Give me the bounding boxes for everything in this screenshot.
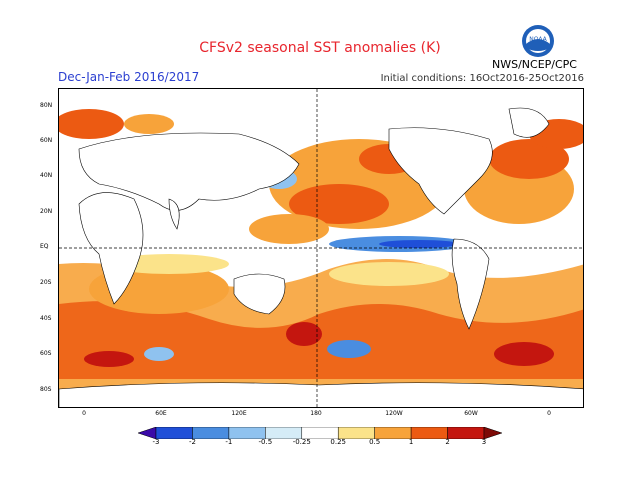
lon-label: 0	[82, 410, 86, 417]
lat-label: 80S	[40, 386, 52, 393]
colorbar-tick-label: 3	[481, 438, 487, 446]
sst-field	[59, 89, 583, 407]
colorbar-tick-label: 0.5	[369, 438, 381, 446]
lat-label: 20N	[40, 208, 53, 215]
lat-label: 60N	[40, 137, 53, 144]
lat-label: 80N	[40, 102, 53, 109]
lon-label: 0	[547, 410, 551, 417]
initial-conditions: Initial conditions: 16Oct2016-25Oct2016	[380, 73, 584, 84]
colorbar-tick-label: -1	[225, 438, 233, 446]
sst-anomaly-map	[58, 88, 584, 408]
colorbar-segment	[410, 427, 448, 439]
lat-label: 40N	[40, 172, 53, 179]
noaa-logo-icon: NOAA	[522, 25, 554, 57]
agency-label: NWS/NCEP/CPC	[492, 58, 577, 71]
colorbar-tick-label: -0.25	[292, 438, 311, 446]
lat-label: EQ	[40, 243, 49, 250]
colorbar-tick-label: -0.5	[258, 438, 273, 446]
lat-label: 20S	[40, 279, 52, 286]
colorbar-segment	[155, 427, 193, 439]
svg-text:NOAA: NOAA	[529, 36, 547, 43]
colorbar	[138, 427, 502, 439]
colorbar-tick-label: 1	[408, 438, 414, 446]
lon-label: 60W	[464, 410, 478, 417]
lat-label: 60S	[40, 350, 52, 357]
colorbar-tick-label: -3	[152, 438, 160, 446]
continents	[59, 107, 583, 407]
forecast-period: Dec-Jan-Feb 2016/2017	[58, 70, 200, 84]
lon-label: 120E	[231, 410, 247, 417]
colorbar-arrow-high	[483, 427, 502, 439]
colorbar-tick-label: -2	[188, 438, 196, 446]
colorbar-tick-label: 0.25	[330, 438, 347, 446]
map-title: CFSv2 seasonal SST anomalies (K)	[199, 40, 441, 56]
lon-label: 120W	[385, 410, 403, 417]
colorbar-tick-label: 2	[445, 438, 450, 446]
lon-label: 60E	[155, 410, 167, 417]
colorbar-segment	[447, 427, 485, 439]
colorbar-segment	[192, 427, 230, 439]
lon-label: 180	[310, 410, 322, 417]
lat-label: 40S	[40, 315, 52, 322]
